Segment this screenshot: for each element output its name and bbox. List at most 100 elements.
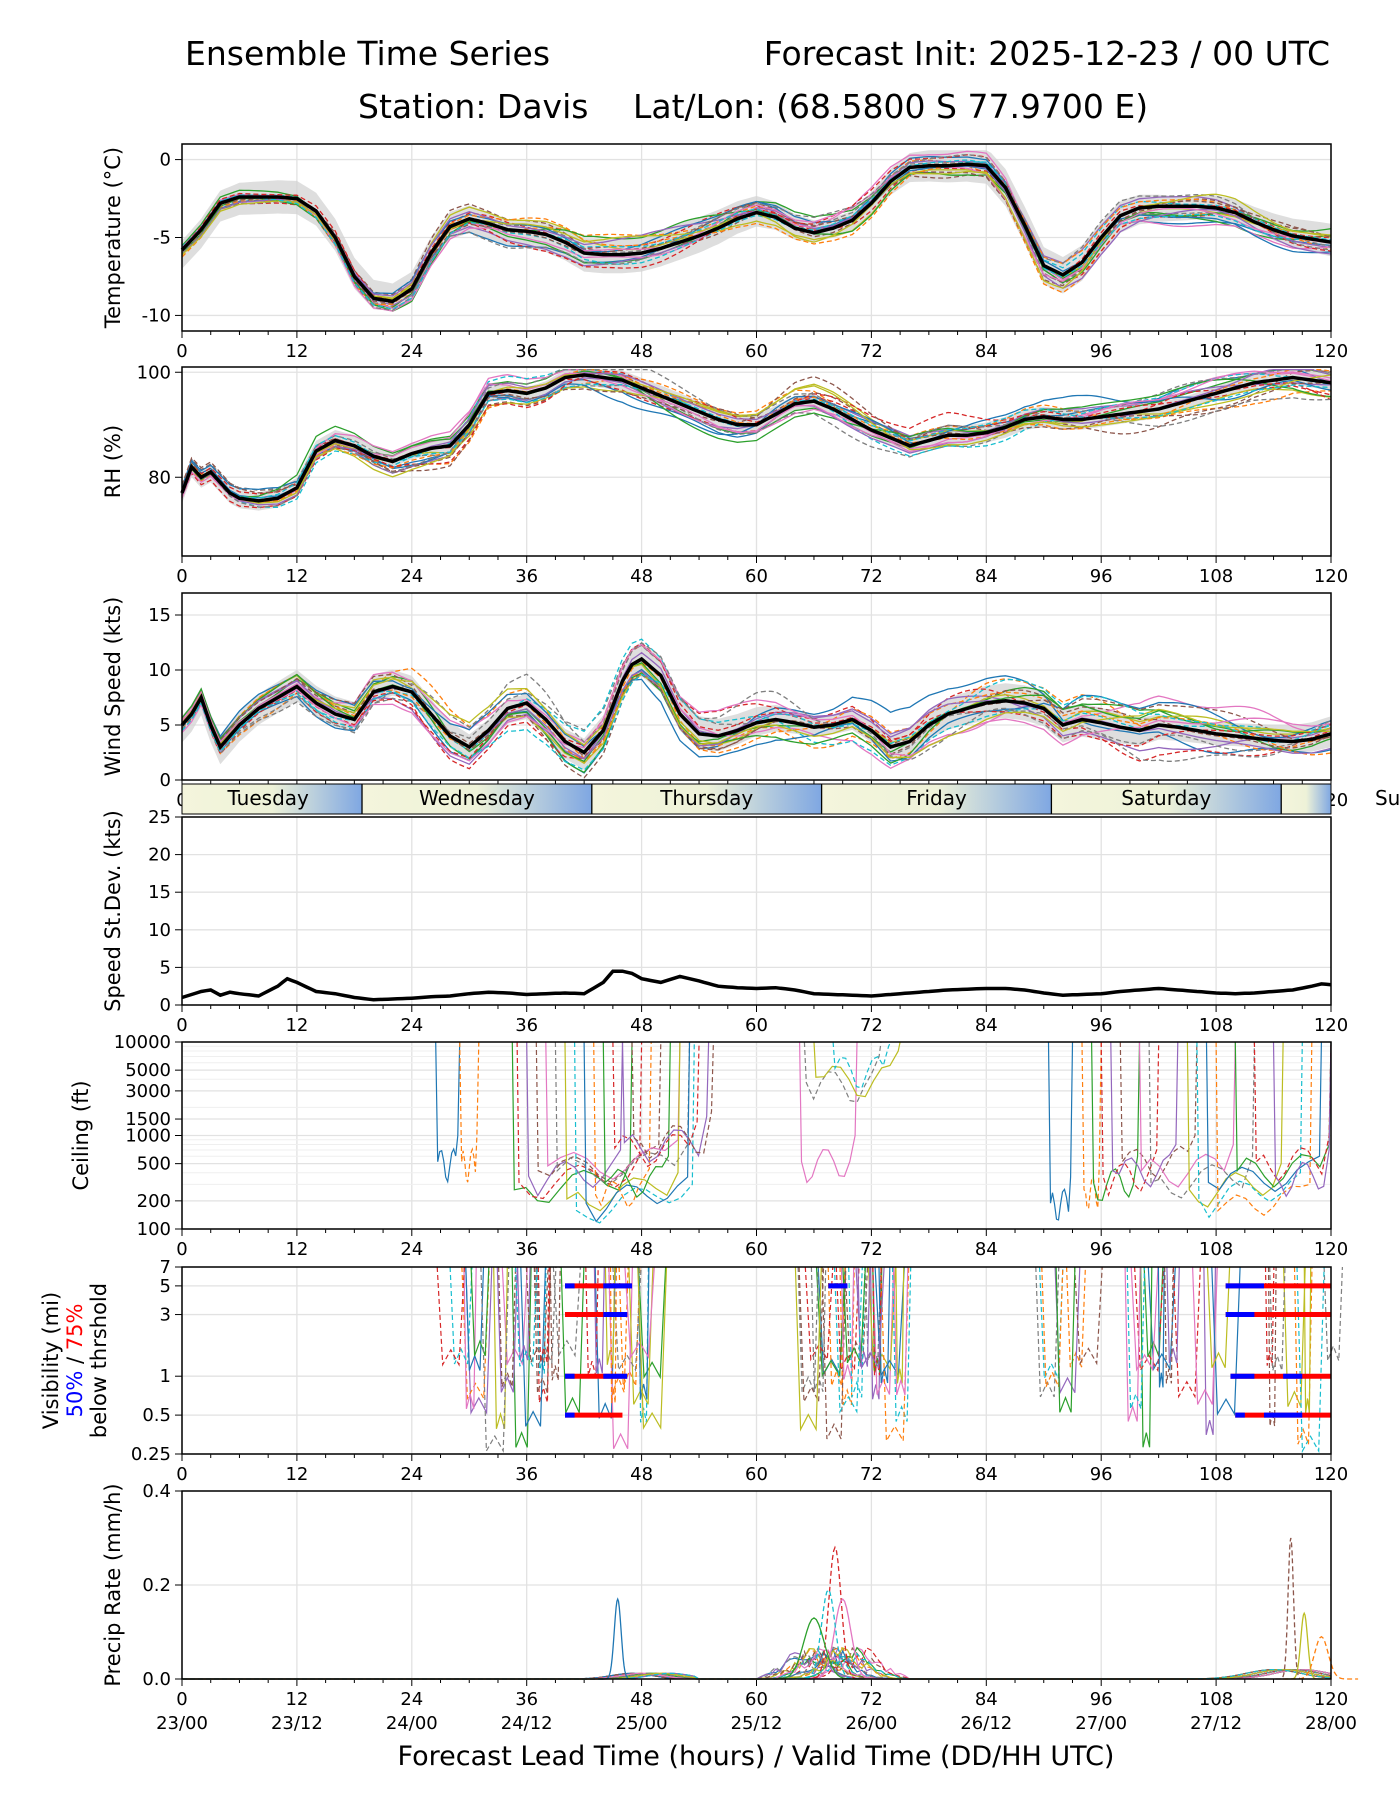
y-tick-label: 0 — [160, 770, 171, 791]
x-tick-label: 36 — [515, 341, 538, 362]
member-line — [602, 1041, 671, 1199]
precip-peak — [598, 1597, 636, 1680]
legend-75-percent: 75% — [63, 1304, 87, 1351]
member-line — [181, 641, 1332, 762]
y-tick-label: 3 — [160, 1305, 171, 1326]
x-tick-label: 120 — [1314, 341, 1348, 362]
member-line — [1196, 1041, 1303, 1219]
member-line — [874, 1266, 905, 1378]
member-line — [514, 1266, 538, 1367]
member-line — [815, 1266, 846, 1378]
y-tick-label: 3000 — [125, 1081, 171, 1102]
day-label: Saturday — [1121, 786, 1211, 810]
day-label: Friday — [906, 786, 967, 810]
x-tick-label: 96 — [1090, 341, 1113, 362]
y-tick-label: 100 — [137, 362, 171, 383]
legend-separator: / — [63, 1350, 87, 1370]
x-tick-label: 84 — [975, 341, 998, 362]
member-line — [1192, 1266, 1218, 1405]
x-tick-label: 72 — [860, 1239, 883, 1260]
plot-frame — [181, 592, 1332, 781]
x-tick-label: 108 — [1199, 1689, 1233, 1710]
x-tick-label: 60 — [745, 1239, 768, 1260]
x-tick-label: 12 — [285, 1464, 308, 1485]
member-line — [181, 154, 1332, 302]
x-tick-label: 108 — [1199, 1239, 1233, 1260]
x-tick-label: 96 — [1090, 1239, 1113, 1260]
x-tick-label: 84 — [975, 1689, 998, 1710]
panel-stdev: 0 5 10 15 20 25 0 12 24 36 48 60 72 84 96 108 120 Speed S… — [101, 807, 1348, 1036]
y-tick-label: 5 — [160, 715, 171, 736]
member-line — [631, 1041, 714, 1160]
member-line — [583, 1041, 691, 1223]
day-block — [362, 784, 592, 814]
y-tick-label: 0.2 — [142, 1575, 171, 1596]
x-tick-label: 36 — [515, 1689, 538, 1710]
x-tick-label: 48 — [630, 1689, 653, 1710]
valid-time-label: 25/00 — [616, 1713, 668, 1734]
member-line — [181, 663, 1332, 759]
y-tick-label: 1000 — [125, 1126, 171, 1147]
valid-time-label: 23/12 — [271, 1713, 323, 1734]
x-tick-label: 60 — [745, 1464, 768, 1485]
x-tick-label: 12 — [285, 341, 308, 362]
member-line — [574, 1041, 695, 1224]
x-tick-label: 84 — [975, 1015, 998, 1036]
member-line — [181, 672, 1332, 774]
member-line — [181, 673, 1332, 758]
x-tick-label: 12 — [285, 1239, 308, 1260]
precip-peak — [1283, 1635, 1359, 1680]
member-line — [459, 1041, 480, 1183]
member-line — [835, 1266, 860, 1371]
member-line — [1110, 1041, 1179, 1188]
valid-time-label: 26/00 — [845, 1713, 897, 1734]
x-tick-label: 84 — [975, 1464, 998, 1485]
member-line — [181, 644, 1332, 770]
member-line — [840, 1266, 855, 1380]
member-line — [181, 171, 1332, 304]
x-tick-label: 60 — [745, 341, 768, 362]
x-axis-label: Forecast Lead Time (hours) / Valid Time … — [398, 1741, 1115, 1772]
ensemble-mean-line — [180, 373, 1332, 503]
y-axis-label-thresholds: 50% / 75% — [63, 1304, 87, 1418]
x-tick-label: 0 — [176, 1015, 187, 1036]
x-tick-label: 36 — [515, 1464, 538, 1485]
member-line — [848, 1266, 866, 1398]
member-line — [1124, 1266, 1141, 1422]
member-line — [549, 1266, 561, 1381]
ensemble-mean-line — [180, 162, 1332, 304]
x-tick-label: 12 — [285, 566, 308, 587]
x-tick-label: 120 — [1314, 1464, 1348, 1485]
plot-frame — [181, 816, 1332, 1006]
member-line — [511, 1266, 532, 1448]
panel-temperature: 0-5-100 12 24 36 48 60 72 84 96 108 120Temperature… — [101, 143, 1348, 362]
y-tick-label: -5 — [153, 228, 171, 249]
day-block — [591, 784, 822, 814]
member-line — [621, 1041, 710, 1163]
member-line — [833, 1266, 863, 1414]
y-tick-label: 5 — [160, 1276, 171, 1297]
member-line — [1269, 1266, 1286, 1371]
x-tick-label: 60 — [745, 1689, 768, 1710]
member-line — [526, 1041, 624, 1197]
x-tick-label: 84 — [975, 566, 998, 587]
member-line — [181, 659, 1332, 770]
y-axis-label: Wind Speed (kts) — [101, 597, 125, 777]
member-line — [604, 1266, 616, 1365]
y-tick-label: 10000 — [114, 1032, 171, 1053]
member-line — [534, 1266, 557, 1364]
panel-precip: 0.0 0.2 0.4 0 12 24 36 48 60 72 84 96 108 120 Precip R… — [101, 1481, 1359, 1734]
member-line — [1081, 1041, 1102, 1210]
y-tick-label: 0.5 — [142, 1405, 171, 1426]
member-line — [463, 1266, 477, 1410]
member-line — [1264, 1266, 1275, 1366]
y-tick-label: 5000 — [125, 1060, 171, 1081]
y-axis-label: Precip Rate (mm/h) — [101, 1483, 125, 1686]
member-line — [1215, 1041, 1313, 1216]
member-line — [181, 153, 1332, 311]
member-line — [449, 1266, 473, 1365]
legend-50-percent: 50% — [63, 1371, 87, 1418]
day-block — [821, 784, 1052, 814]
x-tick-label: 108 — [1199, 341, 1233, 362]
